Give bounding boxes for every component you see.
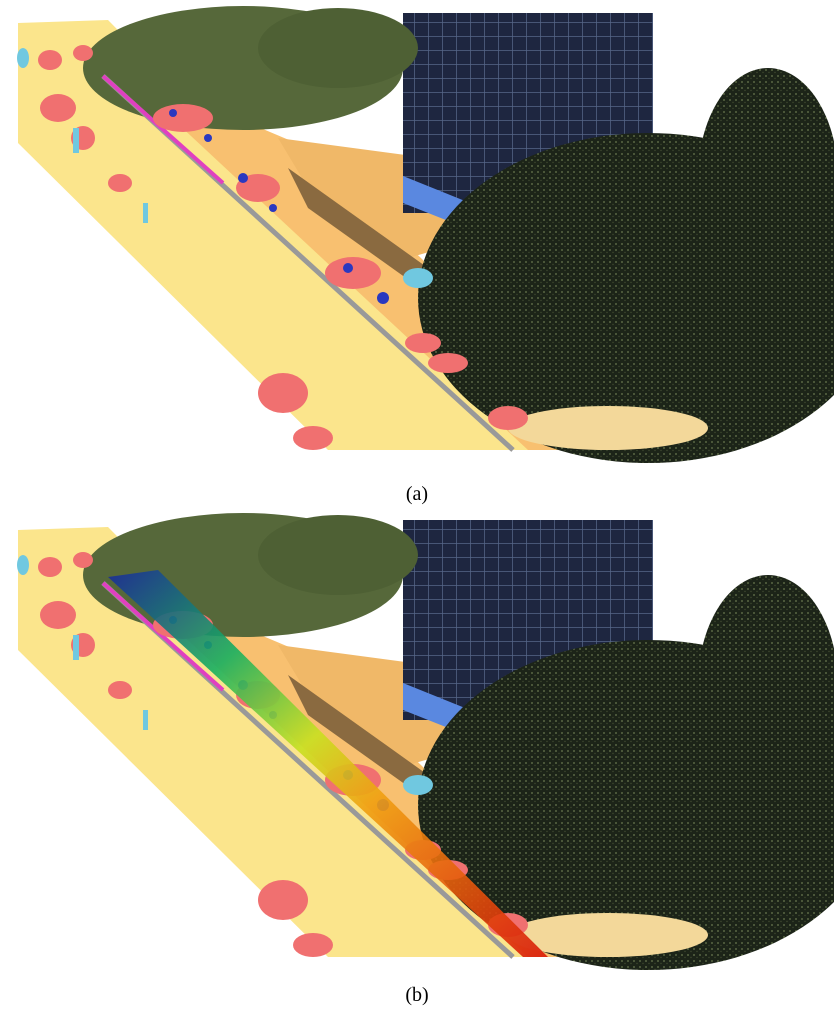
caption: (b) xyxy=(405,984,428,1006)
panel-b-image xyxy=(17,513,834,970)
figure-canvas: (a) (b) xyxy=(0,0,834,1013)
caption: (a) xyxy=(406,483,428,505)
figure: (a) (b) xyxy=(0,0,834,1013)
panel-a-image xyxy=(17,6,834,463)
